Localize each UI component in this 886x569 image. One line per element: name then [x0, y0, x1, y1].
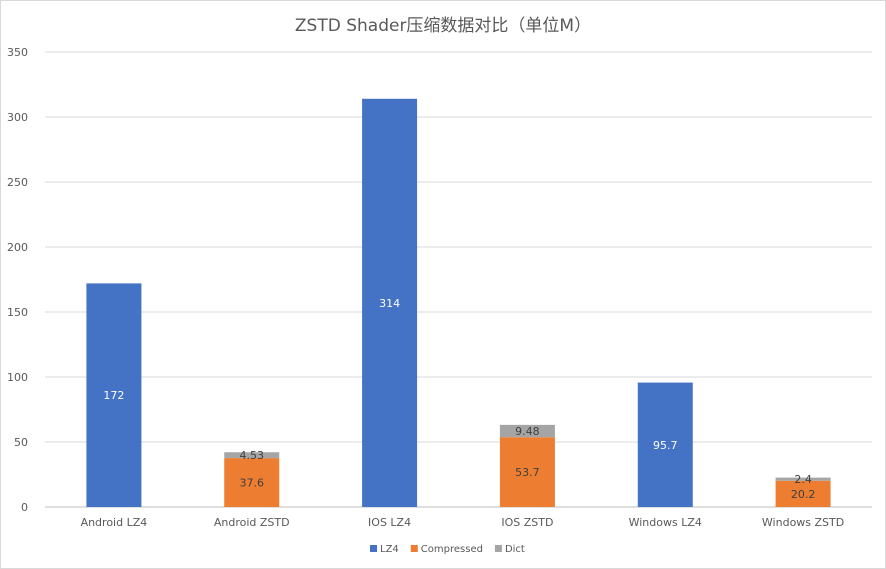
data-label: 95.7: [653, 439, 678, 452]
x-tick-label: Windows ZSTD: [762, 516, 844, 529]
y-tick-label: 350: [7, 46, 28, 59]
data-label: 314: [379, 297, 400, 310]
y-tick-label: 250: [7, 176, 28, 189]
x-tick-label: IOS ZSTD: [501, 516, 553, 529]
bar-dict: [775, 477, 831, 481]
data-label: 2.4: [794, 473, 812, 486]
data-label: 20.2: [791, 488, 816, 501]
data-label: 172: [103, 389, 124, 402]
bar-dict: [499, 424, 555, 438]
bar-compressed: [499, 437, 555, 507]
x-tick-label: Windows LZ4: [629, 516, 702, 529]
gridlines: [45, 51, 872, 508]
legend-label: Compressed: [421, 544, 483, 555]
legend-swatch-dict: [494, 545, 502, 552]
chart-title: ZSTD Shader压缩数据对比（单位M）: [294, 16, 592, 36]
legend-swatch-lz4: [370, 545, 377, 552]
legend: LZ4 Compressed Dict: [370, 544, 525, 555]
legend-label: LZ4: [380, 544, 399, 555]
x-tick-label: Android ZSTD: [214, 516, 290, 529]
bar-lz4: [362, 98, 418, 508]
y-tick-label: 200: [7, 241, 28, 254]
data-label: 9.48: [515, 425, 540, 438]
y-tick-label: 0: [21, 501, 28, 514]
bar-lz4: [637, 382, 693, 507]
y-tick-label: 300: [7, 111, 28, 124]
bar-compressed: [224, 458, 280, 507]
bar-compressed: [775, 480, 831, 507]
y-tick-label: 100: [7, 371, 28, 384]
legend-label: Dict: [505, 544, 525, 555]
y-tick-label: 50: [14, 436, 28, 449]
y-tick-label: 150: [7, 306, 28, 319]
y-axis: 0 50 100 150 200 250 300 350: [7, 46, 28, 514]
x-axis: Android LZ4 Android ZSTD IOS LZ4 IOS ZSTD Wi…: [81, 516, 845, 529]
data-label: 53.7: [515, 466, 540, 479]
bar-dict: [224, 452, 280, 459]
data-label: 4.53: [240, 449, 265, 462]
bar-lz4: [86, 283, 142, 507]
legend-swatch-compressed: [410, 545, 418, 552]
x-tick-label: Android LZ4: [81, 516, 148, 529]
data-label: 37.6: [240, 477, 265, 490]
x-tick-label: IOS LZ4: [368, 516, 411, 529]
bars: 172 37.6 4.53 314 53.7 9.48 95.7 20.2 2.4: [86, 98, 831, 508]
